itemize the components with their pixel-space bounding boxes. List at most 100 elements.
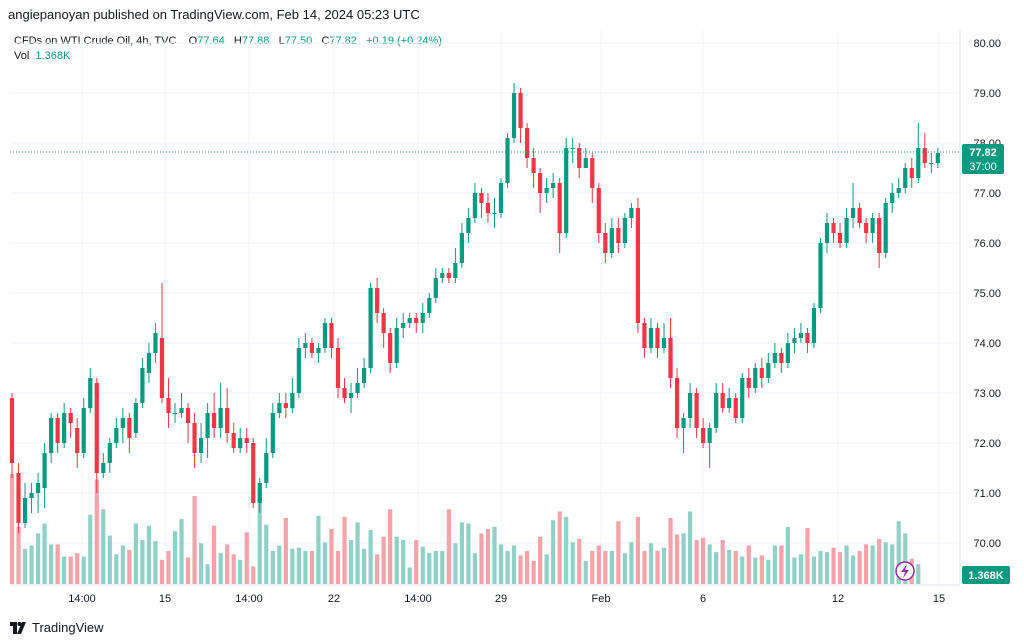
volume-bar — [668, 518, 673, 584]
tradingview-logo[interactable]: TradingView — [10, 620, 104, 635]
candle-body — [427, 298, 432, 313]
candle-body — [687, 393, 693, 418]
symbol-label[interactable]: CFDs on WTI Crude Oil, 4h, TVC — [14, 35, 177, 47]
candle-body — [433, 278, 438, 298]
volume-bar — [577, 538, 582, 584]
candle-body — [257, 483, 262, 503]
volume-bar — [88, 514, 93, 584]
time-axis[interactable]: 14:00 15 14:00 22 14:00 29 Feb 6 12 15 — [68, 593, 945, 605]
volume-bar — [355, 522, 360, 584]
volume-bar — [453, 543, 458, 584]
candle-body — [883, 203, 888, 253]
volume-bar — [446, 509, 451, 584]
volume-bar — [674, 534, 680, 584]
volume-bar — [903, 533, 908, 584]
x-tick-label: 15 — [159, 593, 171, 605]
candle-body — [909, 168, 914, 178]
volume-bar — [322, 542, 328, 584]
candle-body — [864, 223, 869, 233]
candle-body — [401, 323, 406, 328]
candle-body — [225, 408, 230, 433]
volume-bar — [733, 551, 738, 584]
candle-body — [212, 413, 217, 428]
volume-bar — [172, 531, 178, 584]
volume-bar — [394, 536, 399, 584]
volume-bar — [896, 521, 901, 584]
y-tick-label: 76.00 — [973, 238, 1001, 250]
candle-body — [368, 288, 373, 368]
candle-body — [388, 333, 393, 363]
volume-bar — [264, 524, 269, 584]
candle-body — [466, 218, 471, 233]
candle-body — [238, 438, 243, 448]
candles — [9, 83, 940, 533]
candle-body — [472, 193, 478, 218]
candle-body — [101, 463, 106, 473]
volume-bar — [616, 521, 621, 584]
candle-body — [903, 168, 908, 188]
volume-bar — [538, 536, 543, 584]
tradingview-logo-icon — [10, 621, 26, 634]
volume-badge: 1.368K — [962, 566, 1010, 584]
close-label: C — [321, 35, 330, 47]
candle-body — [655, 328, 660, 348]
volume-bar — [433, 551, 438, 584]
volume-bar — [101, 509, 106, 584]
candle-body — [844, 218, 849, 243]
volume-bar — [603, 551, 608, 584]
candle-body — [49, 418, 54, 453]
y-tick-label: 79.00 — [973, 88, 1001, 100]
volume-bar — [257, 499, 262, 584]
candle-body — [935, 153, 940, 163]
volume-bar — [361, 548, 367, 584]
candle-body — [792, 338, 797, 343]
candle-body — [133, 403, 138, 433]
volume-bar — [609, 551, 614, 584]
volume-bar — [375, 554, 380, 584]
lightning-icon[interactable] — [895, 561, 915, 581]
candle-body — [114, 428, 119, 443]
candle-body — [916, 148, 921, 178]
price-chart[interactable]: 80.0079.0078.0077.0076.0075.0074.0073.00… — [0, 30, 1024, 610]
volume-bar — [166, 551, 171, 584]
candle-body — [394, 328, 399, 363]
candle-body — [551, 183, 556, 188]
chart-grid — [10, 30, 960, 585]
candle-body — [681, 418, 686, 428]
volume-bar — [479, 533, 484, 584]
candle-body — [779, 353, 784, 363]
price-axis[interactable]: 80.0079.0078.0077.0076.0075.0074.0073.00… — [973, 38, 1001, 550]
volume-bar — [864, 544, 869, 584]
volume-badge-value: 1.368K — [968, 570, 1004, 582]
volume-bar — [127, 549, 132, 584]
legend-volume: Vol 1.368K — [14, 50, 70, 62]
candle-body — [55, 418, 60, 443]
volume-bar — [818, 551, 823, 584]
volume-bar — [753, 557, 758, 584]
candle-body — [94, 383, 99, 473]
volume-bar — [75, 553, 80, 584]
candle-body — [361, 368, 367, 383]
x-tick-label: 12 — [832, 593, 844, 605]
volume-bar — [811, 556, 817, 584]
candle-body — [544, 188, 549, 193]
volume-bar — [883, 542, 888, 584]
candle-body — [674, 378, 680, 428]
volume-bar — [707, 544, 712, 584]
volume-bar — [225, 544, 230, 584]
volume-bar — [414, 540, 419, 584]
candle-body — [798, 333, 804, 338]
candle-body — [420, 313, 425, 323]
bar-countdown: 37:00 — [969, 161, 997, 173]
candle-body — [440, 273, 445, 278]
candle-body — [16, 473, 21, 523]
candle-body — [290, 393, 295, 408]
volume-bar — [381, 536, 386, 584]
low-value: 77.50 — [284, 35, 313, 47]
candle-body — [811, 308, 817, 343]
candle-body — [485, 203, 491, 213]
candle-body — [661, 338, 667, 348]
candle-body — [616, 228, 621, 243]
candle-body — [746, 378, 751, 388]
y-tick-label: 71.00 — [973, 488, 1001, 500]
